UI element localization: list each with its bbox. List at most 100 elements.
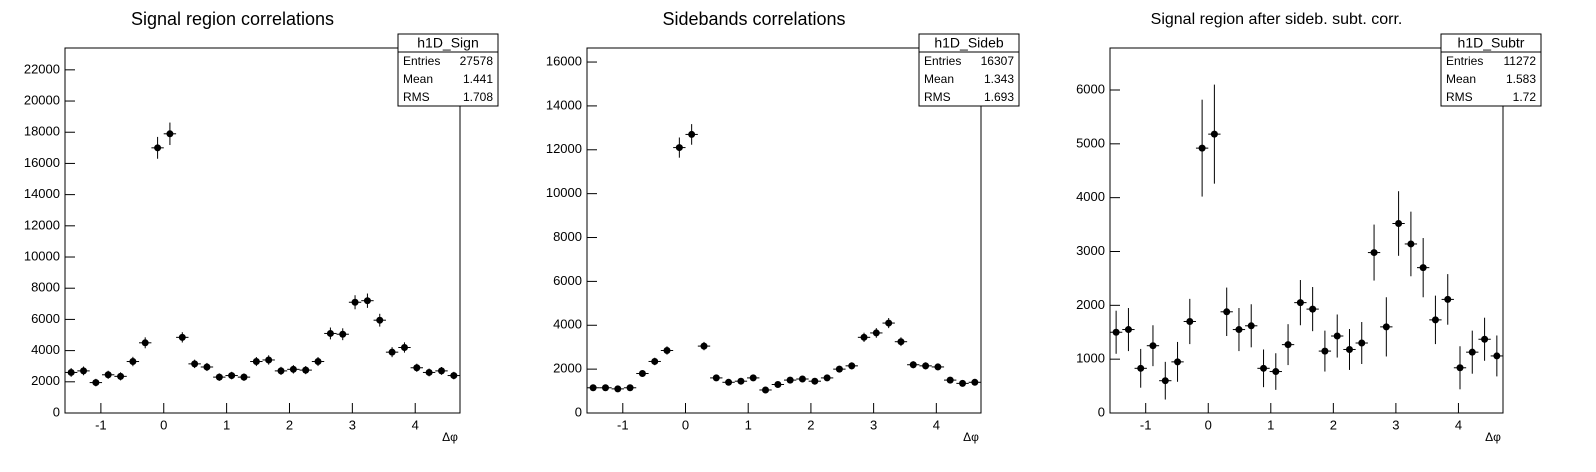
x-tick-label: 2	[286, 417, 293, 432]
x-axis-label: Δφ	[442, 430, 458, 444]
stats-value: 1.693	[984, 90, 1014, 104]
chart-title: Sidebands correlations	[662, 9, 845, 29]
x-tick-label: -1	[1140, 417, 1152, 432]
data-point	[314, 358, 322, 366]
stats-value: 1.441	[463, 72, 493, 86]
data-point	[848, 362, 856, 370]
plot-frame	[586, 47, 982, 414]
x-tick-label: 3	[870, 417, 877, 432]
stats-label: Entries	[1446, 54, 1483, 68]
stats-value: 1.708	[463, 90, 493, 104]
stats-label: RMS	[924, 90, 951, 104]
data-point	[80, 367, 88, 375]
data-point	[252, 358, 260, 366]
y-tick-label: 8000	[31, 280, 60, 295]
stats-value: 16307	[981, 54, 1015, 68]
data-point	[215, 373, 223, 381]
stats-label: Mean	[403, 72, 433, 86]
data-point	[388, 348, 396, 356]
data-point	[626, 384, 634, 392]
stats-box	[1440, 33, 1542, 107]
data-point	[92, 379, 100, 387]
stats-name: h1D_Sign	[417, 35, 479, 51]
y-tick-label: 2000	[553, 361, 582, 376]
stats-value: 27578	[460, 54, 494, 68]
y-tick-label: 4000	[31, 342, 60, 357]
data-point	[675, 144, 683, 152]
y-tick-label: 0	[575, 404, 582, 419]
data-point	[1407, 240, 1415, 248]
plot-frame	[1109, 47, 1504, 414]
data-point	[450, 372, 458, 380]
data-point	[1235, 326, 1243, 334]
y-tick-label: 14000	[546, 97, 582, 112]
data-point	[1370, 249, 1378, 257]
data-point	[154, 144, 162, 152]
y-tick-label: 0	[1098, 404, 1105, 419]
data-point	[400, 343, 408, 351]
y-tick-label: 20000	[24, 92, 60, 107]
data-point	[1284, 341, 1292, 349]
data-point	[1456, 364, 1464, 372]
data-point	[1468, 348, 1476, 356]
data-point	[798, 375, 806, 383]
data-point	[688, 130, 696, 138]
stats-label: Entries	[403, 54, 440, 68]
data-point	[376, 316, 384, 324]
data-point	[811, 377, 819, 385]
x-tick-label: 3	[349, 417, 356, 432]
data-point	[67, 368, 75, 376]
data-point	[1493, 352, 1501, 360]
data-point	[240, 373, 248, 381]
data-point	[601, 384, 609, 392]
x-tick-label: 4	[933, 417, 940, 432]
y-tick-label: 16000	[24, 155, 60, 170]
data-point	[1333, 332, 1341, 340]
data-point	[1198, 144, 1206, 152]
y-tick-label: 2000	[31, 373, 60, 388]
plot-frame	[64, 47, 461, 414]
x-tick-label: 1	[745, 417, 752, 432]
data-point	[651, 357, 659, 365]
data-point	[1149, 342, 1157, 350]
stats-label: RMS	[403, 90, 430, 104]
data-point	[589, 384, 597, 392]
data-point	[737, 377, 745, 385]
data-point	[749, 374, 757, 382]
data-point	[351, 298, 359, 306]
y-tick-label: 12000	[24, 217, 60, 232]
y-tick-label: 3000	[1076, 243, 1105, 258]
y-tick-label: 1000	[1076, 351, 1105, 366]
data-point	[1309, 305, 1317, 313]
data-point	[1137, 364, 1145, 372]
y-tick-label: 6000	[31, 311, 60, 326]
data-point	[1395, 220, 1403, 228]
data-point	[1272, 368, 1280, 376]
stats-value: 1.583	[1506, 72, 1536, 86]
data-point	[1223, 308, 1231, 316]
y-tick-label: 5000	[1076, 135, 1105, 150]
stats-box	[397, 33, 499, 107]
data-point	[725, 378, 733, 386]
data-point	[922, 362, 930, 370]
data-point	[1431, 316, 1439, 324]
data-point	[762, 386, 770, 394]
stats-value: 11272	[1504, 54, 1537, 68]
data-point	[141, 339, 149, 347]
data-point	[117, 372, 125, 380]
data-point	[638, 370, 646, 378]
data-point	[1210, 130, 1218, 138]
data-point	[1247, 322, 1255, 330]
data-point	[326, 329, 334, 337]
x-tick-label: 0	[160, 417, 167, 432]
x-tick-label: 4	[412, 417, 419, 432]
data-point	[1161, 377, 1169, 385]
y-tick-label: 10000	[24, 248, 60, 263]
data-point	[228, 372, 236, 380]
data-point	[700, 342, 708, 350]
data-point	[1358, 339, 1366, 347]
data-point	[339, 330, 347, 338]
data-point	[413, 364, 421, 372]
data-point	[265, 356, 273, 364]
